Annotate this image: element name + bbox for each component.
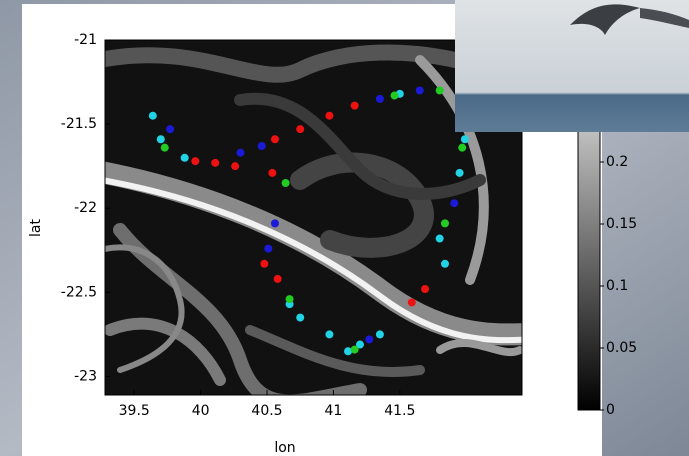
plot-frame (104, 39, 523, 396)
y-tick-label: -21 (74, 32, 97, 48)
track-point (264, 244, 273, 253)
y-tick-label: -22 (74, 200, 97, 216)
colorbar-tick-label: 0.15 (606, 216, 637, 232)
colorbar-tick-label: 0 (606, 402, 615, 418)
colorbar-tick-label: 0.1 (606, 278, 628, 294)
track-point (415, 86, 424, 95)
track-point (296, 313, 305, 322)
track-point (440, 259, 449, 268)
track-point (440, 219, 449, 228)
track-point (211, 158, 220, 167)
track-point (260, 259, 269, 268)
track-point (285, 295, 294, 304)
photo-inset (455, 0, 689, 132)
colorbar-tick-label: 0.2 (606, 154, 628, 170)
track-point (270, 219, 279, 228)
track-point (156, 135, 165, 144)
track-point (281, 179, 290, 188)
track-point (375, 94, 384, 103)
track-point (148, 111, 157, 120)
track-point (435, 86, 444, 95)
y-tick-label: -22.5 (61, 284, 97, 300)
y-tick-label: -23 (74, 368, 97, 384)
track-point (365, 335, 374, 344)
track-point (273, 274, 282, 283)
track-point (231, 162, 240, 171)
track-point (257, 141, 266, 150)
track-point (435, 234, 444, 243)
track-point (350, 101, 359, 110)
x-tick-label: 40.5 (251, 403, 282, 419)
track-point (407, 298, 416, 307)
x-tick-label: 39.5 (119, 403, 150, 419)
y-tick-label: -21.5 (61, 116, 97, 132)
track-point (375, 330, 384, 339)
track-point (325, 111, 334, 120)
track-point (421, 285, 430, 294)
track-point (350, 345, 359, 354)
track-point (460, 135, 469, 144)
y-axis-label: lat (28, 219, 44, 237)
field-image (105, 40, 522, 395)
track-point (458, 143, 467, 152)
track-point (166, 125, 175, 134)
track-point (180, 153, 189, 162)
x-tick-label: 41 (325, 403, 343, 419)
track-point (296, 125, 305, 134)
track-point (455, 168, 464, 177)
track-point (160, 143, 169, 152)
track-point (191, 157, 200, 166)
track-point (268, 168, 277, 177)
track-point (325, 330, 334, 339)
x-tick-label: 40 (192, 403, 210, 419)
track-point (355, 340, 364, 349)
track-point (450, 199, 459, 208)
colorbar-tick-label: 0.05 (606, 340, 637, 356)
track-point (390, 91, 399, 100)
x-axis-label: lon (274, 440, 295, 456)
track-point (236, 148, 245, 157)
track-point (344, 347, 353, 356)
x-tick-label: 41.5 (384, 403, 415, 419)
track-point (270, 135, 279, 144)
